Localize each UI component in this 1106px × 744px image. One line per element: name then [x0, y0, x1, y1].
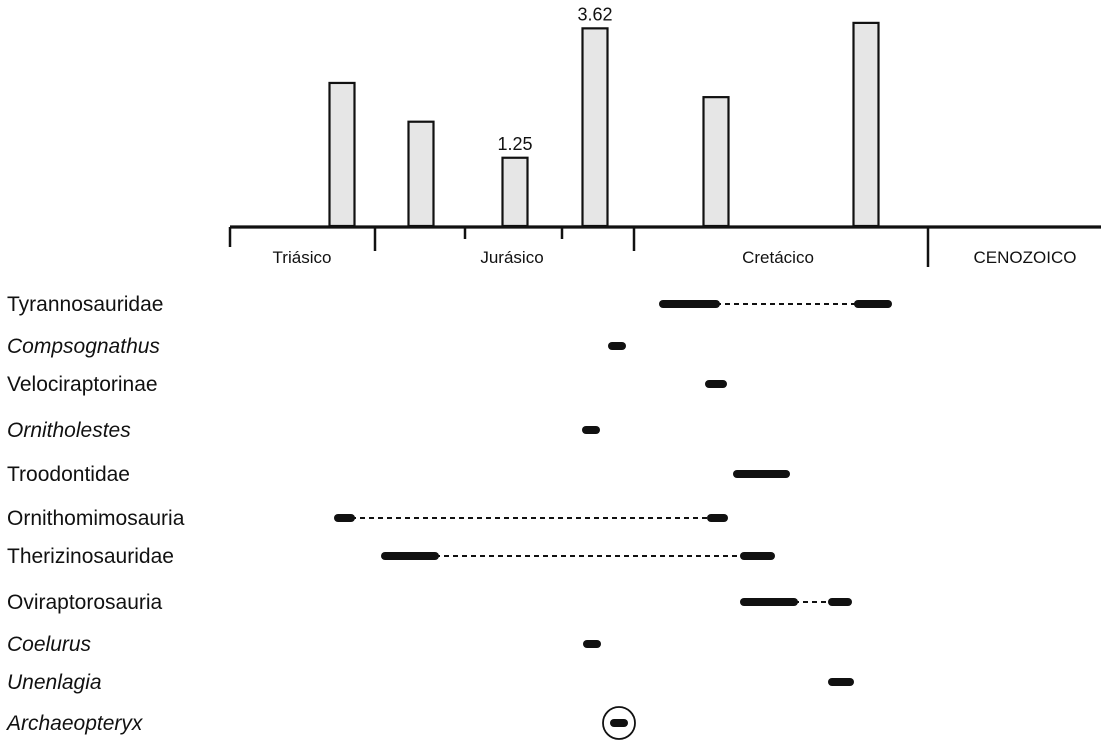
taxon-label-8: Oviraptorosauria — [7, 591, 163, 614]
geologic-timeline: Triásico Jurásico Cretácico CENOZOICO — [228, 225, 1101, 267]
bar-1 — [328, 81, 356, 228]
taxon-labels: Tyrannosauridae Compsognathus Velociraptor… — [5, 293, 185, 735]
period-label-3: Cretácico — [742, 248, 814, 267]
taxon-label-4: Ornitholestes — [7, 419, 131, 442]
taxon-label-9: Coelurus — [7, 633, 92, 656]
period-label-1: Triásico — [273, 248, 332, 267]
taxon-label-1: Tyrannosauridae — [7, 293, 163, 316]
taxon-range-bars — [334, 300, 892, 740]
archaeopteryx-circle — [602, 706, 636, 740]
bar-3 — [501, 156, 529, 228]
bar-value-label-3: 1.25 — [497, 134, 532, 154]
taxon-label-10: Unenlagia — [7, 671, 102, 694]
bar-4 — [581, 27, 609, 228]
taxon-label-6: Ornithomimosauria — [7, 507, 185, 530]
bar-6 — [852, 21, 880, 228]
bar-5 — [702, 96, 730, 228]
taxon-label-7: Therizinosauridae — [7, 545, 174, 568]
bar-series — [328, 21, 880, 228]
bar-value-label-4: 3.62 — [577, 4, 612, 24]
taxon-label-11: Archaeopteryx — [5, 712, 144, 735]
bar-value-labels: 1.25 3.62 — [497, 4, 612, 153]
taxon-label-3: Velociraptorinae — [7, 373, 158, 396]
bar-2 — [407, 120, 435, 228]
taxon-label-5: Troodontidae — [7, 463, 130, 486]
period-label-4: CENOZOICO — [974, 248, 1077, 267]
taxon-label-2: Compsognathus — [7, 335, 160, 358]
period-label-2: Jurásico — [480, 248, 543, 267]
